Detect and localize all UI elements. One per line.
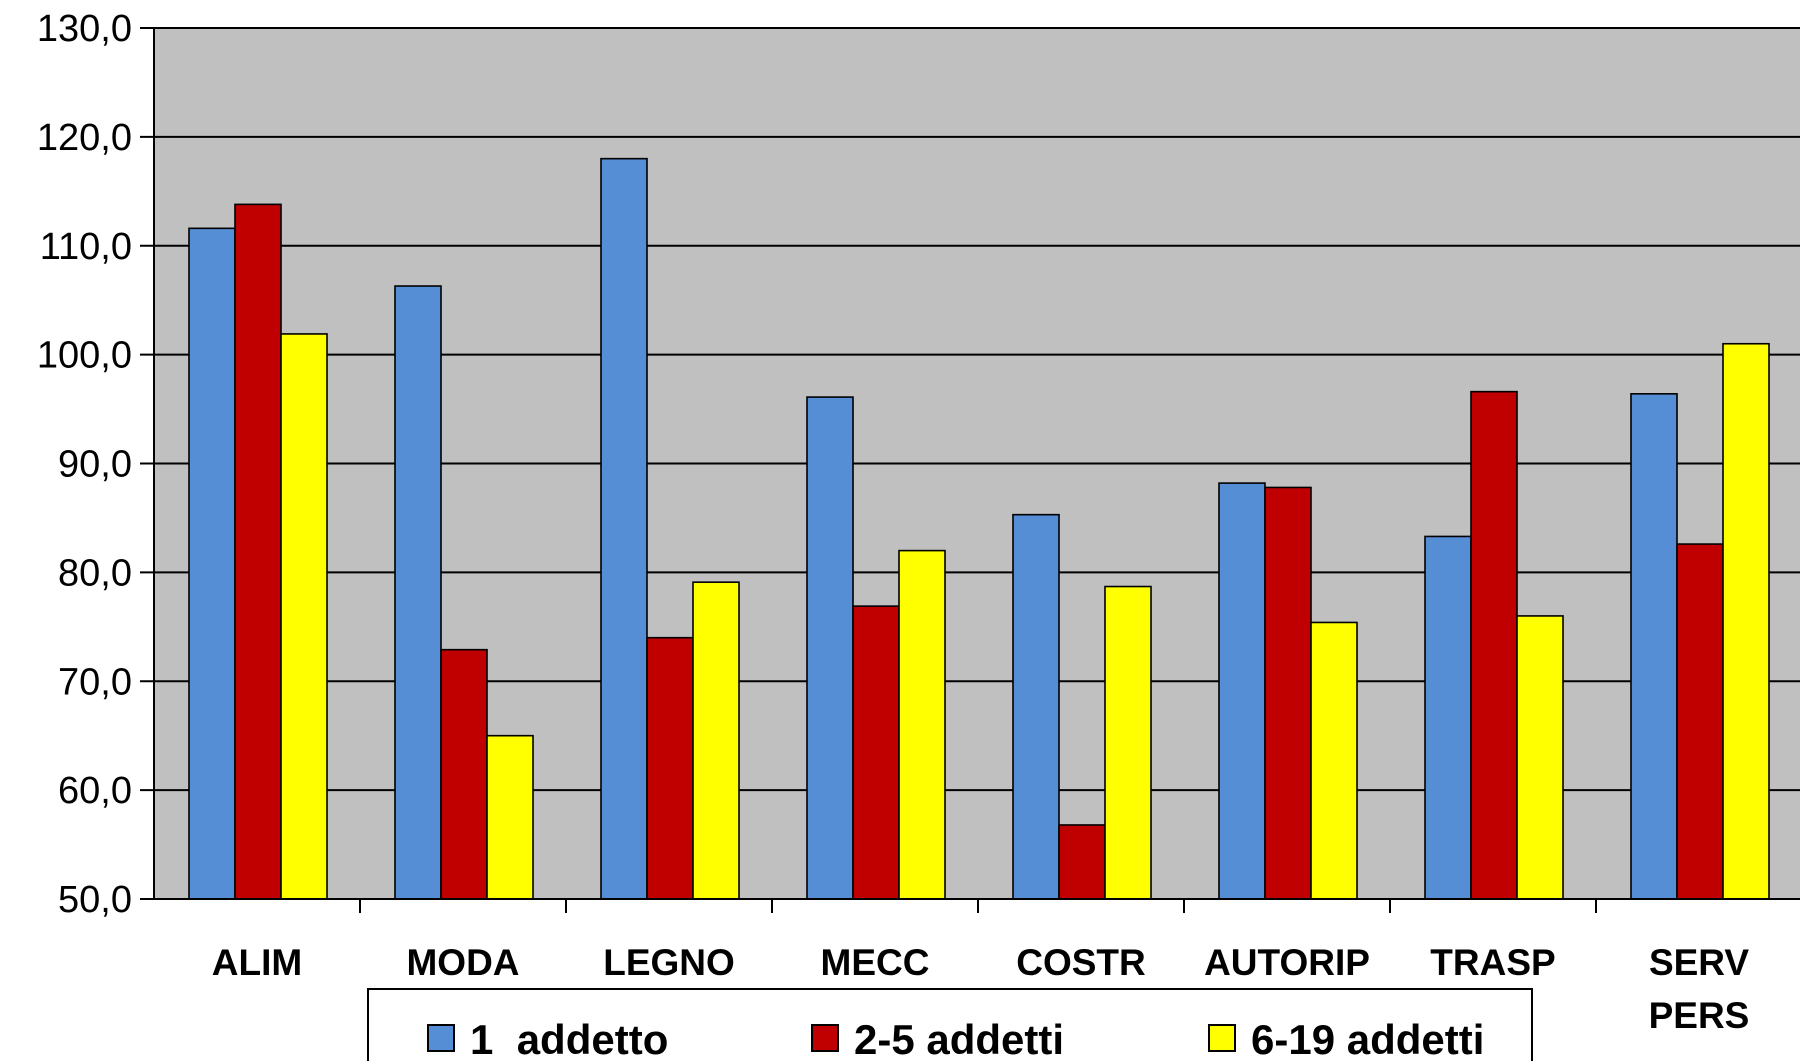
legend-label: 2-5 addetti [854,1016,1064,1061]
legend: 1 addetto 2-5 addetti 6-19 addetti [367,988,1533,1061]
y-tick-label: 90,0 [58,444,132,486]
y-tick-label: 80,0 [58,552,132,594]
bar-1-2 [394,285,442,900]
bar-3-2 [486,734,534,900]
bars [188,157,1770,900]
bar-1-6 [1218,482,1266,900]
bar-3-4 [898,549,946,900]
bar-1-1 [188,227,236,900]
bar-2-3 [646,636,694,900]
bar-3-6 [1310,621,1358,900]
legend-swatch [1208,1024,1236,1052]
bar-2-4 [852,605,900,900]
bar-2-7 [1470,390,1518,900]
y-tick-label: 70,0 [58,661,132,703]
bar-1-8 [1630,393,1678,900]
y-tick-label: 130,0 [37,8,132,50]
x-category-label: ALIM [212,942,302,983]
y-axis-tick-labels: 50,0 60,0 70,0 80,0 90,0 100,0 110,0 120,0 130,0 [37,8,132,921]
bar-1-4 [806,396,854,900]
y-tick-label: 100,0 [37,335,132,377]
legend-swatch [811,1024,839,1052]
x-category-label: MECC [821,942,930,983]
legend-label: 1 addetto [470,1016,668,1061]
y-tick-label: 60,0 [58,770,132,812]
legend-swatch [427,1024,455,1052]
x-category-label: LEGNO [603,942,735,983]
bar-1-5 [1012,513,1060,900]
bar-2-6 [1264,486,1312,900]
bar-3-8 [1722,342,1770,900]
x-category-label: MODA [406,942,519,983]
bar-3-5 [1104,585,1152,900]
bar-2-5 [1058,824,1106,900]
legend-label: 6-19 addetti [1251,1016,1484,1061]
bar-3-3 [692,581,740,900]
bar-2-1 [234,203,282,900]
y-tick-label: 50,0 [58,879,132,921]
bar-3-1 [280,333,328,900]
bar-2-8 [1676,543,1724,900]
bar-2-2 [440,648,488,900]
bar-1-3 [600,157,648,900]
x-category-label: COSTR [1016,942,1146,983]
bar-1-7 [1424,535,1472,900]
x-category-label: SERV [1649,942,1749,983]
x-category-label: PERS [1649,995,1750,1036]
x-category-label: AUTORIP [1204,942,1370,983]
x-category-label: TRASP [1430,942,1555,983]
y-tick-label: 120,0 [37,117,132,159]
axes [140,27,1800,913]
bar-3-7 [1516,615,1564,900]
y-tick-label: 110,0 [40,226,132,268]
x-axis-category-labels: ALIM MODA LEGNO MECC COSTR AUTORIP TRASP SERV PE… [212,942,1750,1036]
legend-box [367,988,1533,1061]
